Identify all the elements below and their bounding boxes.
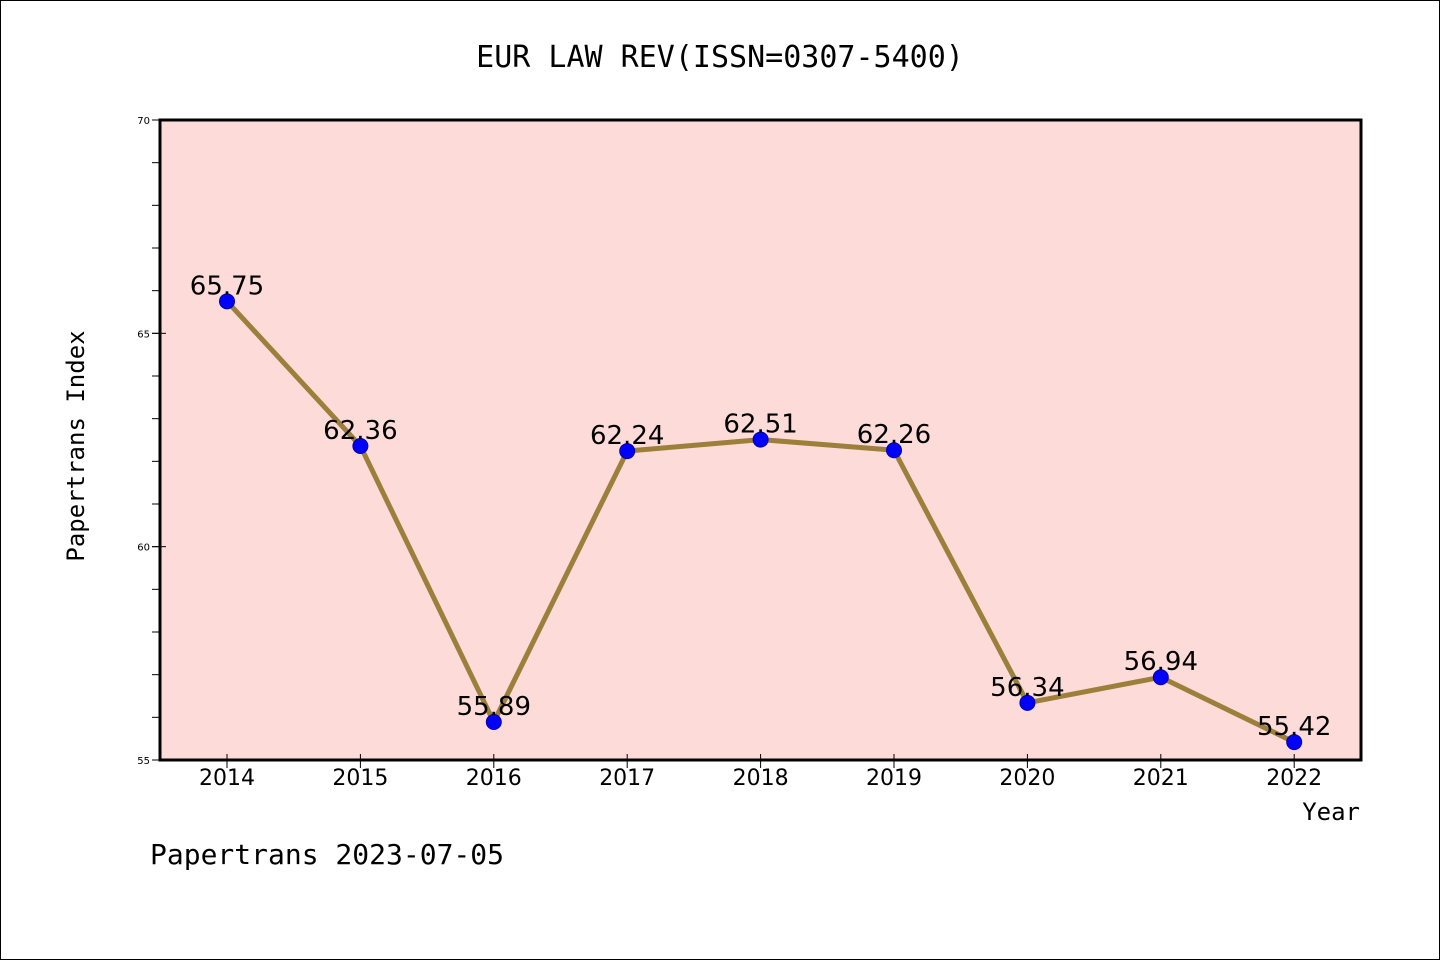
data-label: 55.42 (1257, 712, 1331, 742)
data-label: 65.75 (190, 271, 264, 301)
y-axis-title: Papertrans Index (62, 330, 90, 561)
data-point-marker (485, 714, 502, 731)
footer-watermark: Papertrans 2023-07-05 (150, 838, 504, 871)
plot-border (158, 118, 1363, 762)
x-tick-label: 2021 (1133, 766, 1189, 791)
data-point-marker (352, 437, 369, 454)
x-tick-label: 2022 (1266, 766, 1322, 791)
data-labels: 65.75 62.36 55.89 62.24 62.51 62.26 56.34 56.94… (190, 271, 1332, 742)
x-tick-label: 2016 (466, 766, 522, 791)
x-tick-label: 2020 (999, 766, 1055, 791)
data-label: 62.26 (857, 420, 931, 450)
x-axis: 2014 2015 2016 2017 2018 2019 2020 2021 2022 (199, 754, 1322, 791)
x-axis-title: Year (1302, 798, 1360, 826)
data-label: 56.34 (990, 673, 1064, 703)
y-tick-label: 55 (137, 756, 150, 767)
data-point-marker (1019, 694, 1036, 711)
series-markers (219, 293, 1303, 751)
data-point-marker (752, 431, 769, 448)
data-label: 56.94 (1124, 647, 1198, 677)
data-label: 62.51 (723, 410, 797, 440)
y-tick-label: 60 (137, 543, 150, 554)
x-tick-label: 2017 (599, 766, 655, 791)
data-label: 62.24 (590, 421, 664, 451)
data-point-marker (886, 442, 902, 459)
data-point-marker (1152, 669, 1169, 686)
chart-title: EUR LAW REV(ISSN=0307-5400) (476, 40, 964, 75)
data-label: 62.36 (323, 416, 397, 446)
x-tick-label: 2019 (866, 766, 922, 791)
x-tick-label: 2018 (733, 766, 789, 791)
x-tick-label: 2014 (199, 766, 255, 791)
y-tick-label: 65 (137, 329, 150, 340)
data-point-marker (619, 443, 636, 460)
y-tick-label: 70 (137, 116, 150, 127)
data-point-marker (1286, 734, 1303, 751)
x-tick-label: 2015 (332, 766, 388, 791)
data-point-marker (219, 293, 235, 310)
data-label: 55.89 (457, 692, 531, 722)
